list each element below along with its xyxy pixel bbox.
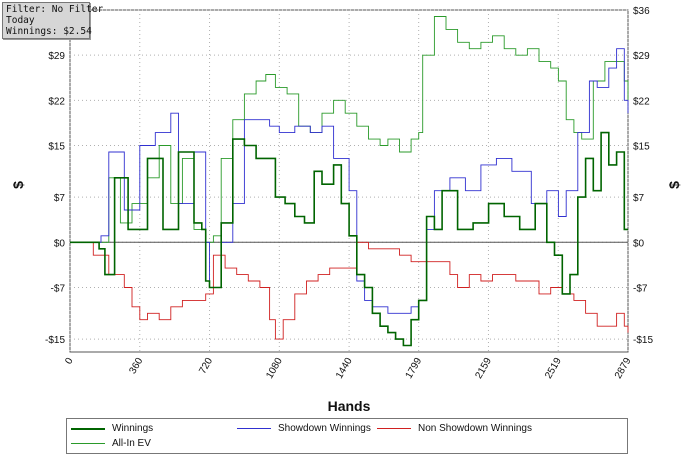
chart-legend: Winnings Showdown Winnings Non Showdown … xyxy=(66,418,628,454)
x-tick-label: 2519 xyxy=(543,356,564,381)
x-axis-ticks: 0 360 720 1080 1440 1799 2159 2519 2879 xyxy=(63,356,634,381)
legend-item-showdown: Showdown Winnings xyxy=(237,423,371,434)
y-tick-label-right: $15 xyxy=(633,142,650,153)
y-tick-label-right: $7 xyxy=(633,193,645,204)
x-tick-label: 1799 xyxy=(404,356,425,381)
y-tick-label-right: $0 xyxy=(633,238,645,249)
grid-lines xyxy=(69,9,629,352)
y-axis-label-left: $ xyxy=(10,181,26,189)
x-tick-label: 0 xyxy=(63,356,76,367)
legend-item-allin-ev: All-In EV xyxy=(71,438,151,449)
winnings-total: Winnings: $2.54 xyxy=(6,26,92,37)
period-label: Today xyxy=(6,15,35,26)
legend-swatch-winnings xyxy=(71,427,105,430)
y-tick-label-right: $22 xyxy=(633,96,650,107)
y-tick-label-left: $15 xyxy=(48,142,65,153)
y-axis-left-ticks: -$15-$7$0$7$15$22$29$36 xyxy=(45,6,65,346)
x-axis-label: Hands xyxy=(328,398,371,414)
y-tick-label-left: -$7 xyxy=(51,283,66,294)
filter-info-box: Filter: No Filter Today Winnings: $2.54 xyxy=(2,2,104,39)
y-tick-label-left: $22 xyxy=(48,96,65,107)
series-line-non-showdown xyxy=(70,241,629,340)
legend-label-winnings: Winnings xyxy=(112,423,154,434)
y-tick-label-left: $29 xyxy=(48,51,65,62)
y-tick-label-right: $29 xyxy=(633,51,650,62)
x-tick-label: 2159 xyxy=(473,356,494,381)
series-lines xyxy=(70,16,629,347)
legend-label-allin-ev: All-In EV xyxy=(112,438,151,449)
y-tick-label-right: -$7 xyxy=(633,283,648,294)
y-tick-label-left: $7 xyxy=(54,193,66,204)
y-tick-label-right: $36 xyxy=(633,6,650,17)
y-tick-label-right: -$15 xyxy=(633,335,653,346)
y-tick-label-left: $0 xyxy=(54,238,66,249)
x-tick-label: 360 xyxy=(128,356,146,376)
legend-label-showdown: Showdown Winnings xyxy=(278,423,371,434)
legend-swatch-non-showdown xyxy=(377,428,411,429)
x-tick-label: 2879 xyxy=(613,356,634,381)
filter-label: Filter: No Filter xyxy=(6,4,104,15)
legend-item-non-showdown: Non Showdown Winnings xyxy=(377,423,532,434)
legend-item-winnings: Winnings xyxy=(71,423,153,434)
y-tick-label-left: -$15 xyxy=(45,335,65,346)
y-axis-right-ticks: -$15 -$7 $0 $7 $15 $22 $29 $36 xyxy=(633,6,653,346)
y-axis-label-right: $ xyxy=(666,181,682,189)
x-tick-label: 1080 xyxy=(264,356,285,381)
series-line-winnings xyxy=(70,131,628,347)
x-tick-label: 1440 xyxy=(334,356,355,381)
x-tick-label: 720 xyxy=(197,356,215,376)
legend-label-non-showdown: Non Showdown Winnings xyxy=(418,423,532,434)
legend-swatch-showdown xyxy=(237,428,271,429)
legend-swatch-allin-ev xyxy=(71,443,105,444)
